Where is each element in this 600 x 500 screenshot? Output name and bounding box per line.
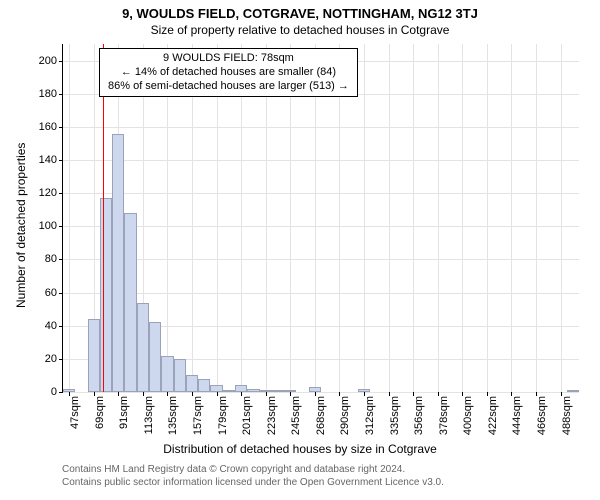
x-tick-label: 312sqm [364,392,376,435]
x-tick-label: 356sqm [413,392,425,435]
y-tick-label: 200 [39,55,63,67]
y-axis-label: Number of detached properties [14,143,28,308]
histogram-bar [358,389,370,392]
y-tick-label: 0 [51,386,63,398]
gridline-h [63,259,579,260]
x-tick-label: 245sqm [290,392,302,435]
gridline-h [63,193,579,194]
x-tick-label: 488sqm [561,392,573,435]
x-tick-label: 223sqm [266,392,278,435]
gridline-v [462,44,463,392]
license-line: Contains HM Land Registry data © Crown c… [62,464,444,477]
histogram-bar [567,390,579,392]
gridline-v [364,44,365,392]
annotation-line: ← 14% of detached houses are smaller (84… [108,66,349,80]
gridline-h [63,160,579,161]
x-tick-label: 290sqm [339,392,351,435]
x-tick-label: 69sqm [94,392,106,429]
histogram-bar [235,385,247,392]
y-tick-label: 140 [39,154,63,166]
histogram-bar [161,356,173,392]
histogram-bar [223,390,235,392]
y-tick-label: 160 [39,121,63,133]
x-tick-label: 422sqm [487,392,499,435]
y-tick-label: 60 [45,287,63,299]
gridline-v [511,44,512,392]
histogram-bar [124,213,136,392]
x-tick-label: 444sqm [511,392,523,435]
gridline-v [536,44,537,392]
y-tick-label: 100 [39,220,63,232]
gridline-v [561,44,562,392]
x-tick-label: 400sqm [462,392,474,435]
x-axis-label: Distribution of detached houses by size … [0,442,600,456]
gridline-v [487,44,488,392]
histogram-bar [284,390,296,392]
histogram-bar [100,198,112,392]
histogram-bar [174,359,186,392]
chart-title: 9, WOULDS FIELD, COTGRAVE, NOTTINGHAM, N… [0,0,600,23]
gridline-h [63,226,579,227]
histogram-bar [88,319,100,392]
x-tick-label: 157sqm [192,392,204,435]
histogram-bar [63,389,75,392]
x-tick-label: 201sqm [241,392,253,435]
gridline-h [63,293,579,294]
y-tick-label: 20 [45,353,63,365]
chart-container: 9, WOULDS FIELD, COTGRAVE, NOTTINGHAM, N… [0,0,600,500]
histogram-bar [309,387,321,392]
y-tick-label: 180 [39,88,63,100]
histogram-bar [112,134,124,393]
chart-subtitle: Size of property relative to detached ho… [0,23,600,39]
license-text: Contains HM Land Registry data © Crown c… [62,464,444,489]
x-tick-label: 335sqm [389,392,401,435]
histogram-bar [247,389,259,392]
x-tick-label: 113sqm [143,392,155,434]
y-tick-label: 40 [45,320,63,332]
histogram-bar [210,385,222,392]
x-tick-label: 47sqm [69,392,81,429]
gridline-v [389,44,390,392]
gridline-v [69,44,70,392]
x-tick-label: 378sqm [438,392,450,435]
gridline-v [413,44,414,392]
x-tick-label: 91sqm [118,392,130,429]
plot-area: 9 WOULDS FIELD: 78sqm ← 14% of detached … [62,44,579,393]
annotation-line: 86% of semi-detached houses are larger (… [108,80,349,94]
histogram-bar [186,375,198,392]
histogram-bar [272,390,284,392]
license-line: Contains public sector information licen… [62,477,444,490]
x-tick-label: 268sqm [315,392,327,435]
gridline-v [438,44,439,392]
annotation-line: 9 WOULDS FIELD: 78sqm [108,52,349,66]
annotation-box: 9 WOULDS FIELD: 78sqm ← 14% of detached … [99,48,358,97]
histogram-bar [149,322,161,392]
histogram-bar [198,379,210,392]
histogram-bar [137,303,149,392]
x-tick-label: 466sqm [536,392,548,435]
y-tick-label: 120 [39,187,63,199]
x-tick-label: 135sqm [167,392,179,435]
y-tick-label: 80 [45,253,63,265]
gridline-h [63,127,579,128]
histogram-bar [260,390,272,392]
x-tick-label: 179sqm [217,392,229,435]
